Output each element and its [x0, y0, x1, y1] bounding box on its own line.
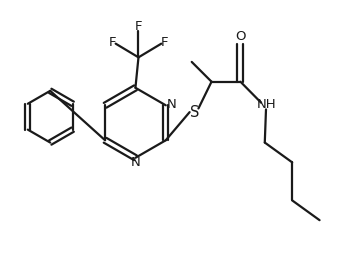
- Text: F: F: [108, 36, 116, 49]
- Text: F: F: [161, 36, 169, 49]
- Text: N: N: [167, 97, 176, 111]
- Text: O: O: [235, 30, 246, 43]
- Text: NH: NH: [257, 98, 276, 111]
- Text: N: N: [131, 156, 140, 169]
- Text: S: S: [190, 105, 199, 120]
- Text: F: F: [135, 20, 142, 33]
